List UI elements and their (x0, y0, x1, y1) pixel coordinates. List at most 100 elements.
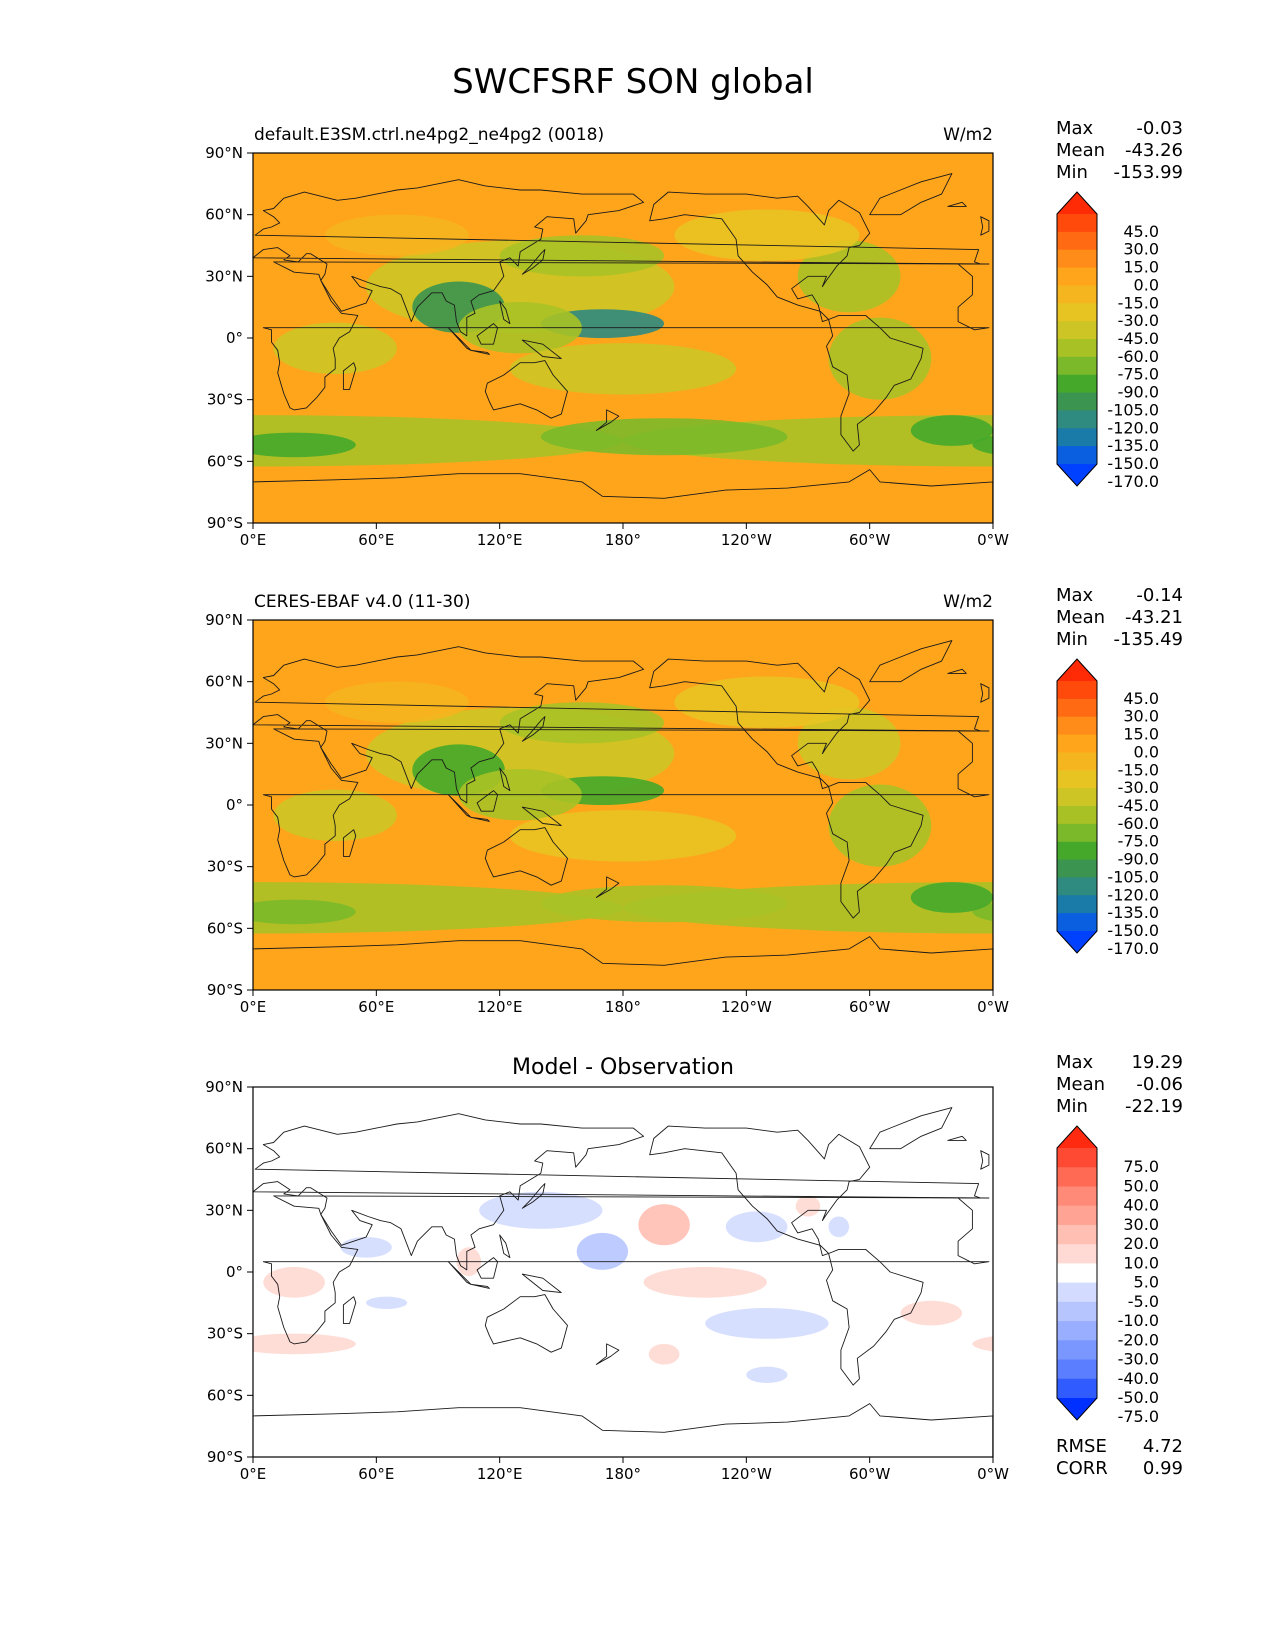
x-tick-label: 120°W (721, 998, 772, 1016)
field-anomaly-region (900, 1300, 963, 1326)
coastline-path (595, 876, 620, 898)
colorbar-tick-label: -20.0 (1118, 1330, 1159, 1349)
colorbar-segment (1057, 1148, 1097, 1168)
colorbar-tick-label: -50.0 (1118, 1388, 1159, 1407)
panel-model-stat-mean-label: Mean (1056, 140, 1105, 161)
x-tick-label: 120°E (477, 998, 523, 1016)
colorbar-tick-label: -60.0 (1118, 814, 1159, 833)
field-anomaly-region (797, 240, 901, 313)
y-tick-label: 0° (226, 796, 243, 814)
x-tick-label: 60°W (849, 998, 891, 1016)
x-tick-label: 120°E (477, 531, 523, 549)
coastline-path (595, 409, 620, 431)
y-tick-label: 90°S (207, 1448, 243, 1466)
field-anomaly-region (253, 882, 623, 934)
field-anomaly-region (638, 1204, 690, 1246)
coastline-path (947, 1135, 967, 1141)
coastline-path (470, 349, 490, 355)
x-tick-label: 0°E (240, 531, 267, 549)
panel-model-stat-min-value: -153.99 (1114, 162, 1183, 183)
x-tick-label: 120°W (721, 1465, 772, 1483)
colorbar-bottom-extension (1057, 464, 1097, 486)
coastline-path (342, 362, 357, 390)
coastline-path (521, 716, 546, 742)
field-anomaly-region (263, 1266, 325, 1298)
panel-obs-stat-min-label: Min (1056, 629, 1088, 650)
colorbar-segment (1057, 1282, 1097, 1303)
colorbar-segment (1057, 859, 1097, 879)
panel-obs-stat-min-value: -135.49 (1114, 629, 1183, 650)
x-tick-label: 60°E (358, 998, 394, 1016)
coastline-path (342, 829, 357, 857)
colorbar-segment (1057, 321, 1097, 340)
field-anomaly-region (325, 214, 469, 256)
colorbar-segment (1057, 303, 1097, 322)
colorbar-tick-label: -90.0 (1118, 850, 1159, 869)
coastline-path (253, 1113, 982, 1271)
colorbar-tick-label: 30.0 (1123, 707, 1159, 726)
colorbar-tick-label: -150.0 (1107, 454, 1159, 473)
colorbar-segment (1057, 752, 1097, 771)
field-anomaly-region (910, 882, 993, 913)
coastline-path (253, 646, 982, 804)
coastline-path (649, 658, 871, 790)
colorbar-segment (1057, 734, 1097, 754)
colorbar-segment (1057, 788, 1097, 807)
field-anomaly-region (273, 322, 397, 374)
x-tick-label: 180° (605, 1465, 641, 1483)
colorbar-outline (1056, 658, 1098, 954)
panel-obs: CERES-EBAF v4.0 (11-30) W/m2 0°E 60°E 120°… (205, 585, 1183, 1016)
colorbar-tick-label: 0.0 (1134, 742, 1159, 761)
field-anomaly-region (540, 418, 788, 456)
field-anomaly-region (828, 1216, 850, 1238)
x-tick-label: 60°E (358, 1465, 394, 1483)
colorbar-tick-label: 20.0 (1123, 1234, 1159, 1253)
coastline-path (499, 767, 511, 792)
colorbar-segment (1057, 1224, 1097, 1245)
colorbar-segment (1057, 285, 1097, 304)
colorbar-tick-label: -60.0 (1118, 347, 1159, 366)
panel-model-left-title: default.E3SM.ctrl.ne4pg2_ne4pg2 (0018) (254, 125, 604, 145)
panel-model-units: W/m2 (943, 125, 993, 145)
colorbar-tick-label: 50.0 (1123, 1176, 1159, 1195)
panel-diff-stat-min-value: -22.19 (1125, 1096, 1183, 1117)
colorbar-tick-label: -15.0 (1118, 293, 1159, 312)
colorbar-tick-label: -170.0 (1107, 939, 1159, 958)
colorbar-tick-label: -135.0 (1107, 903, 1159, 922)
panel-model-stat-max-label: Max (1056, 118, 1094, 139)
y-tick-label: 90°N (205, 1078, 243, 1096)
coastline-path (595, 1343, 620, 1365)
field-anomaly-region (576, 1232, 629, 1270)
colorbar-tick-label: -75.0 (1118, 1407, 1159, 1426)
x-tick-label: 120°W (721, 531, 772, 549)
panel-obs-stat-max-label: Max (1056, 585, 1094, 606)
colorbar-segment (1057, 356, 1097, 376)
colorbar-tick-label: 10.0 (1123, 1253, 1159, 1272)
colorbar-tick-label: -105.0 (1107, 400, 1159, 419)
colorbar-tick-label: 40.0 (1123, 1196, 1159, 1215)
coastline-path (262, 261, 990, 411)
field-anomaly-region (643, 1266, 767, 1298)
field-anomaly-region (253, 899, 356, 925)
field-anomaly-region (253, 415, 623, 467)
coastline-path (476, 1257, 499, 1279)
field-anomaly-region (828, 317, 932, 400)
coastline-path (521, 249, 546, 275)
coastline-path (521, 1273, 562, 1294)
y-tick-label: 60°N (205, 206, 243, 224)
colorbar-tick-label: -40.0 (1118, 1369, 1159, 1388)
y-tick-label: 30°N (205, 1201, 243, 1219)
colorbar-segment (1057, 1186, 1097, 1207)
field-anomaly-region (325, 681, 469, 723)
field-anomaly-region (479, 1191, 603, 1229)
colorbar-segment (1057, 877, 1097, 896)
colorbar-segment (1057, 681, 1097, 700)
colorbar-tick-label: -170.0 (1107, 472, 1159, 491)
coastline-path (342, 1296, 357, 1324)
field-anomaly-region (253, 1333, 356, 1355)
colorbar-tick-label: -5.0 (1128, 1292, 1159, 1311)
colorbar-tick-label: 45.0 (1123, 222, 1159, 241)
colorbar-tick-label: -105.0 (1107, 867, 1159, 886)
coastline-path (947, 201, 967, 207)
